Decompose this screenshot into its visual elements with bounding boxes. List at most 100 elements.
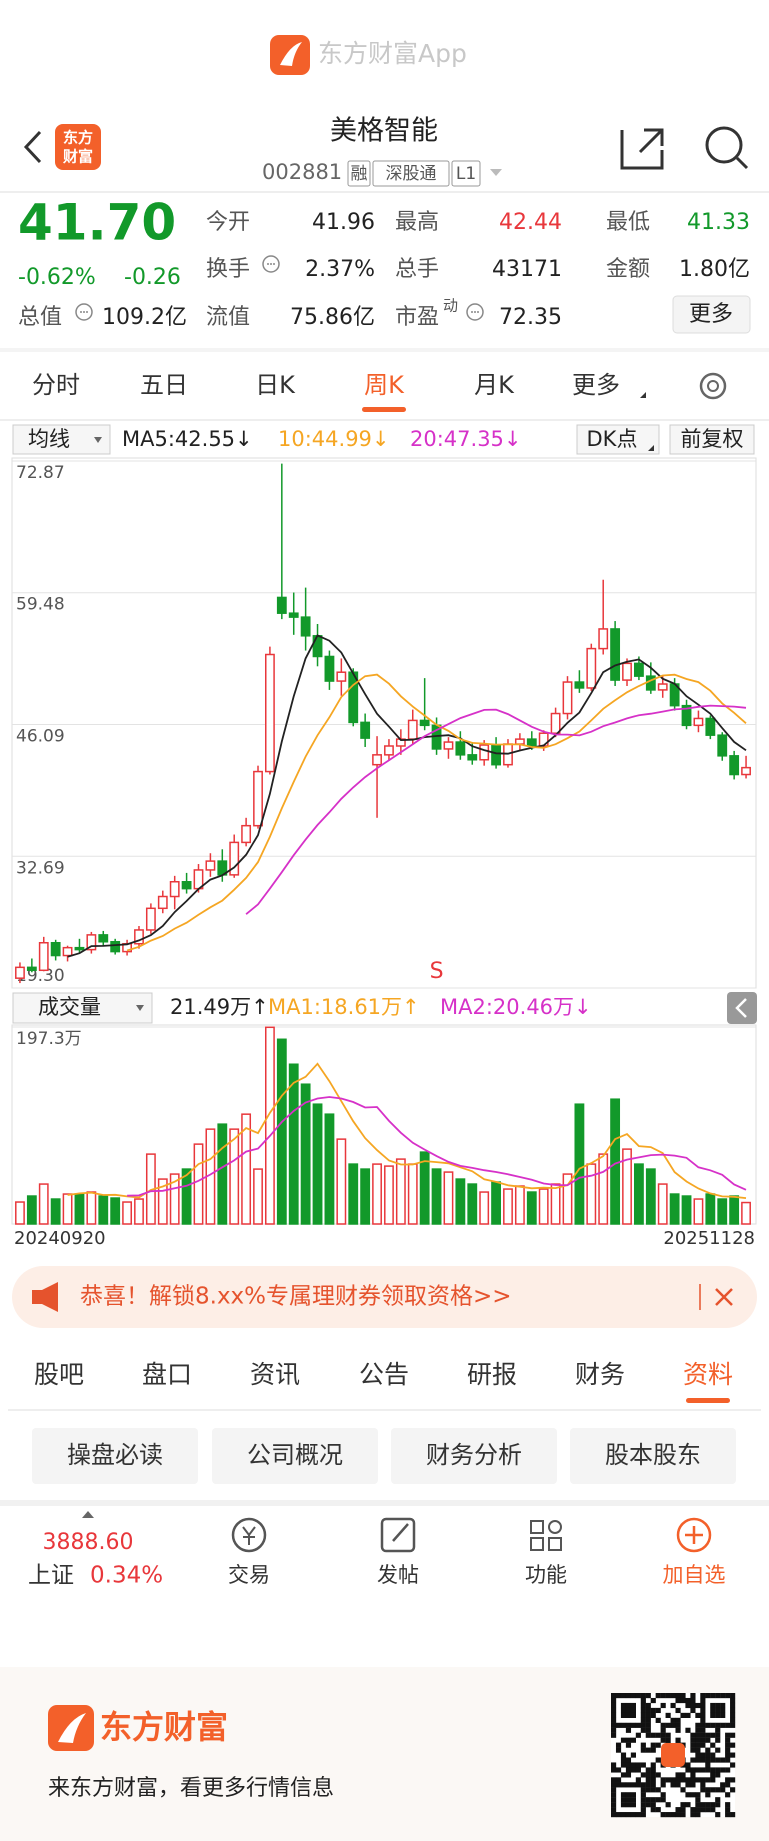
qr-module: [615, 1722, 622, 1728]
volume-bar: [157, 1178, 168, 1225]
qr-module: [715, 1732, 721, 1738]
info-tab[interactable]: 公告: [359, 1360, 409, 1389]
qr-module: [635, 1762, 641, 1768]
dropdown-arrow: [490, 169, 502, 176]
change-amount: -0.26: [124, 265, 181, 290]
stock-logo-text: 东方: [63, 129, 93, 147]
candle-body: [550, 712, 561, 734]
qr-module: [710, 1752, 716, 1758]
candle-body: [455, 741, 466, 756]
qr-module: [611, 1792, 617, 1798]
candle-body: [622, 662, 632, 681]
more-button[interactable]: [672, 295, 751, 334]
bottom-action[interactable]: 交易: [228, 1563, 270, 1587]
candle-body: [288, 612, 299, 618]
qr-module: [670, 1777, 676, 1783]
bottom-action[interactable]: 加自选: [663, 1563, 726, 1587]
settings-button[interactable]: [699, 372, 727, 400]
qr-module: [720, 1787, 726, 1793]
volume-selector[interactable]: [12, 992, 153, 1024]
qr-module: [715, 1707, 721, 1714]
qr-module: [680, 1693, 686, 1699]
qr-module: [710, 1732, 716, 1738]
info-tab[interactable]: 股吧: [34, 1360, 84, 1389]
qr-module: [690, 1777, 696, 1783]
qr-module: [650, 1802, 656, 1808]
qr-module: [700, 1732, 706, 1738]
qr-module: [675, 1782, 681, 1788]
info-tab[interactable]: 盘口: [142, 1360, 192, 1389]
share-button[interactable]: [620, 128, 664, 170]
period-tab[interactable]: 分时: [32, 371, 80, 399]
bottom-action[interactable]: 功能: [525, 1563, 567, 1587]
period-tab[interactable]: 日K: [255, 371, 296, 399]
adjust-button[interactable]: [669, 424, 755, 455]
qr-module: [685, 1712, 691, 1718]
qr-module: [650, 1732, 656, 1738]
stock-tag: 深股通: [386, 164, 437, 184]
ma-selector[interactable]: [12, 424, 111, 455]
volume-bar: [479, 1191, 490, 1225]
y-tick-label: 59.48: [16, 595, 65, 615]
expand-arrow: [82, 1511, 94, 1518]
qr-module: [715, 1802, 721, 1808]
qr-module: [725, 1802, 731, 1808]
qr-module: [675, 1772, 681, 1778]
dk-button[interactable]: [576, 424, 660, 455]
qr-module: [695, 1727, 701, 1733]
stock-tag-box: [372, 160, 450, 187]
info-button[interactable]: [212, 1428, 378, 1484]
collapse-button[interactable]: [727, 992, 757, 1024]
yen-glyph: [242, 1526, 256, 1545]
qr-module: [685, 1802, 691, 1808]
qr-module: [710, 1742, 716, 1748]
qr-module: [625, 1812, 632, 1818]
qr-module: [660, 1782, 666, 1788]
info-button[interactable]: [391, 1428, 557, 1484]
back-button[interactable]: [23, 130, 42, 164]
qr-module: [710, 1707, 716, 1714]
qr-module: [670, 1693, 676, 1699]
qr-module: [730, 1762, 736, 1768]
qr-module: [695, 1712, 701, 1718]
period-tab[interactable]: 更多: [572, 371, 620, 399]
candle-body: [479, 744, 490, 761]
qr-module: [645, 1732, 651, 1738]
qr-module: [725, 1737, 731, 1743]
ma-label: 10:44.99↓: [278, 427, 390, 451]
volume-bar: [300, 1083, 311, 1225]
volume-bar: [586, 1163, 597, 1225]
close-banner[interactable]: [715, 1288, 733, 1306]
qr-module: [705, 1693, 711, 1699]
info-button[interactable]: [32, 1428, 198, 1484]
qr-module: [730, 1697, 736, 1704]
qr-module: [640, 1697, 646, 1704]
qr-module: [660, 1727, 666, 1733]
period-tab[interactable]: 周K: [364, 371, 405, 399]
promo-banner[interactable]: [12, 1266, 757, 1328]
volume-bar: [503, 1188, 513, 1225]
qr-module: [730, 1707, 736, 1714]
qr-module: [725, 1722, 731, 1728]
qr-module: [645, 1693, 651, 1699]
qr-module: [625, 1762, 632, 1768]
info-tab[interactable]: 财务: [575, 1360, 625, 1389]
info-button[interactable]: [570, 1428, 736, 1484]
y-tick-label: 197.3万: [16, 1029, 82, 1049]
bottom-action[interactable]: 发帖: [377, 1563, 419, 1587]
volume-bar: [217, 1123, 228, 1225]
qr-module: [705, 1787, 711, 1793]
qr-module: [630, 1737, 636, 1743]
info-tab[interactable]: 资料: [683, 1360, 733, 1389]
qr-module: [630, 1702, 636, 1709]
search-button[interactable]: [705, 126, 743, 164]
info-tab[interactable]: 研报: [467, 1360, 517, 1389]
period-tab[interactable]: 五日: [140, 371, 188, 399]
qr-module: [710, 1802, 716, 1808]
qr-module: [640, 1693, 646, 1699]
period-tab[interactable]: 月K: [474, 371, 515, 399]
info-tab[interactable]: 资讯: [250, 1360, 300, 1389]
qr-module: [640, 1702, 646, 1709]
qr-module: [615, 1693, 622, 1699]
qr-module: [725, 1757, 731, 1763]
